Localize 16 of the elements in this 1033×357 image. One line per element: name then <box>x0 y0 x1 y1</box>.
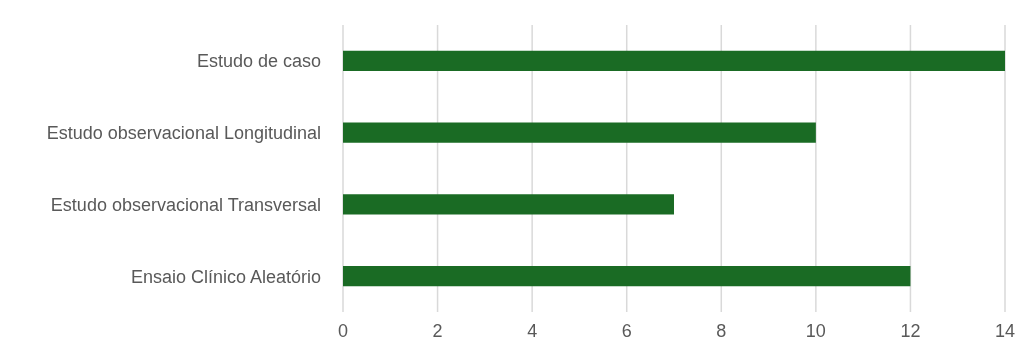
bar <box>343 50 1005 71</box>
x-tick-label: 10 <box>805 320 826 341</box>
bar <box>343 266 911 287</box>
x-tick-label: 2 <box>432 320 443 341</box>
y-tick-label: Estudo observacional Transversal <box>50 194 321 215</box>
bar <box>343 122 816 143</box>
x-tick-label: 14 <box>994 320 1016 341</box>
x-tick-label: 0 <box>337 320 349 341</box>
y-tick-label: Ensaio Clínico Aleatório <box>130 266 321 287</box>
y-tick-label: Estudo de caso <box>196 51 321 72</box>
bar <box>343 194 674 215</box>
x-tick-label: 12 <box>900 320 921 341</box>
x-tick-label: 6 <box>621 320 632 341</box>
x-tick-label: 4 <box>527 320 538 341</box>
y-tick-label: Estudo observacional Longitudinal <box>46 123 321 144</box>
x-tick-label: 8 <box>716 320 727 341</box>
